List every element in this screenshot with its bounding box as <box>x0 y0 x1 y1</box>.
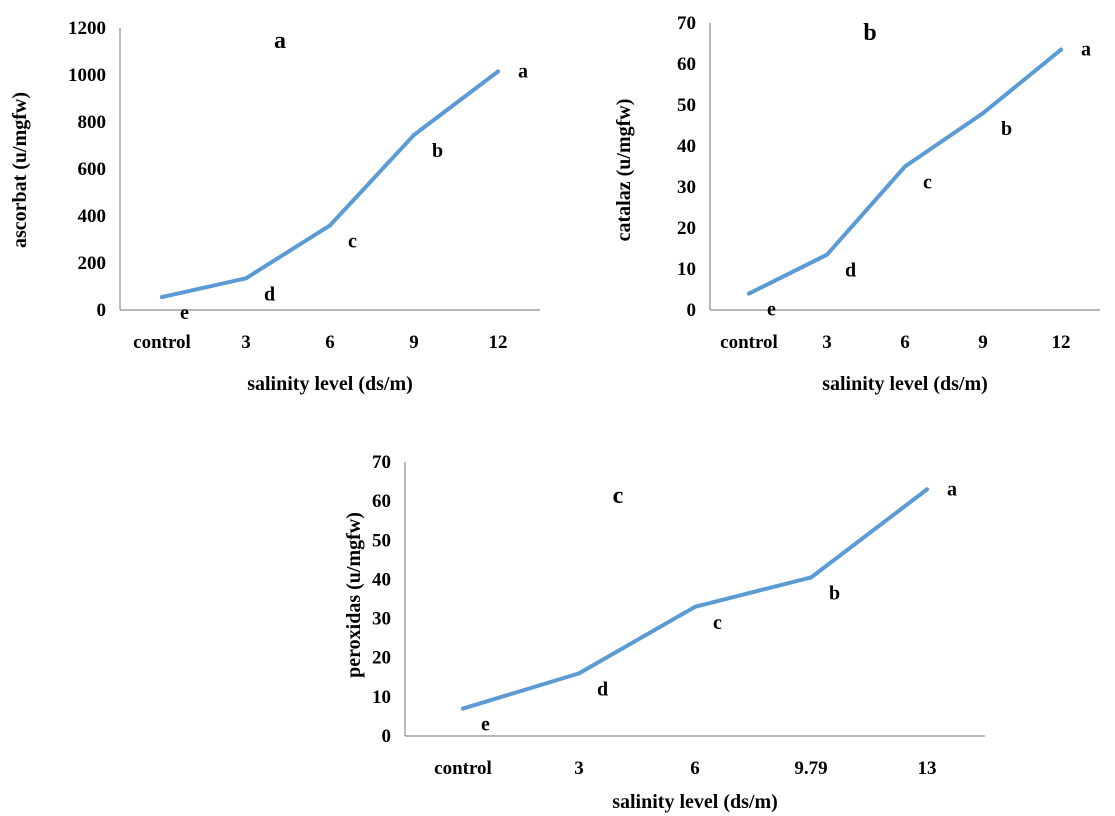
x-tick-label: 12 <box>1052 332 1071 353</box>
point-letter-label: a <box>1081 39 1091 61</box>
point-letter-label: b <box>829 582 840 604</box>
data-point <box>981 111 985 116</box>
x-axis-title: salinity level (ds/m) <box>612 791 778 813</box>
x-tick-label: 12 <box>489 332 508 353</box>
x-tick-label: 3 <box>574 758 584 779</box>
panel-title: c <box>613 483 624 509</box>
y-tick-label: 20 <box>372 648 391 669</box>
data-point <box>825 252 829 257</box>
x-tick-label: 9 <box>409 332 419 353</box>
y-tick-label: 30 <box>677 177 696 198</box>
y-tick-label: 70 <box>372 452 391 473</box>
y-tick-label: 50 <box>677 95 696 116</box>
x-tick-label: control <box>133 332 191 353</box>
y-tick-label: 70 <box>677 13 696 34</box>
y-axis-title: catalaz (u/mgfw) <box>613 99 635 242</box>
point-letter-label: c <box>923 172 932 194</box>
point-letter-label: b <box>1001 118 1012 140</box>
data-point <box>328 223 332 228</box>
y-tick-label: 30 <box>372 609 391 630</box>
point-letter-label: a <box>518 60 528 82</box>
x-tick-label: 3 <box>241 332 251 353</box>
data-point <box>1059 47 1063 52</box>
point-letter-label: a <box>947 478 957 500</box>
data-point <box>747 291 751 296</box>
x-tick-label: 13 <box>918 758 937 779</box>
y-tick-label: 0 <box>687 300 697 321</box>
data-point <box>693 604 697 609</box>
y-tick-label: 0 <box>382 726 392 747</box>
chart-peroxidas: 0 10 20 30 40 50 60 70 control 3 6 9.79 13 e d c b a c sali… <box>343 452 985 813</box>
x-axis-title: salinity level (ds/m) <box>822 373 988 395</box>
point-letter-label: b <box>432 140 443 162</box>
data-point <box>160 295 164 300</box>
y-axis-title: peroxidas (u/mgfw) <box>343 512 365 678</box>
data-point <box>244 276 248 281</box>
data-point <box>461 706 465 711</box>
series-line <box>160 69 500 300</box>
y-axis-title: ascorbat (u/mgfw) <box>9 92 31 248</box>
x-tick-label: 6 <box>900 332 910 353</box>
data-point <box>496 69 500 74</box>
data-point <box>809 575 813 580</box>
y-tick-label: 60 <box>677 54 696 75</box>
y-tick-label: 40 <box>372 569 391 590</box>
point-letter-label: d <box>845 260 856 282</box>
x-axis-title: salinity level (ds/m) <box>247 373 413 395</box>
y-tick-label: 600 <box>78 159 107 180</box>
y-tick-label: 200 <box>78 253 107 274</box>
y-tick-label: 20 <box>677 218 696 239</box>
y-tick-label: 10 <box>372 687 391 708</box>
y-tick-label: 800 <box>78 112 107 133</box>
chart-catalaz: 0 10 20 30 40 50 60 70 control 3 6 9 12 e d c b a b salinit… <box>613 13 1100 395</box>
x-tick-label: control <box>720 332 778 353</box>
data-point <box>577 671 581 676</box>
y-tick-label: 10 <box>677 259 696 280</box>
point-letter-label: e <box>180 302 189 324</box>
panel-title: a <box>274 28 286 54</box>
data-point <box>925 487 929 492</box>
y-tick-label: 50 <box>372 530 391 551</box>
y-tick-label: 60 <box>372 491 391 512</box>
point-letter-label: c <box>713 612 722 634</box>
point-letter-label: d <box>597 678 608 700</box>
x-tick-label: 6 <box>690 758 700 779</box>
y-tick-label: 1000 <box>68 65 106 86</box>
point-letter-label: e <box>767 299 776 321</box>
x-tick-label: 3 <box>822 332 832 353</box>
x-tick-label: 6 <box>325 332 335 353</box>
x-tick-label: control <box>434 758 492 779</box>
point-letter-label: d <box>264 283 275 305</box>
series-line <box>747 47 1063 296</box>
x-tick-label: 9 <box>978 332 988 353</box>
y-tick-label: 40 <box>677 136 696 157</box>
y-tick-label: 0 <box>97 300 107 321</box>
y-tick-label: 400 <box>78 206 107 227</box>
point-letter-label: e <box>481 714 490 736</box>
data-point <box>903 164 907 169</box>
point-letter-label: c <box>348 230 357 252</box>
x-tick-label: 9.79 <box>794 758 827 779</box>
series-line <box>461 487 929 711</box>
y-tick-label: 1200 <box>68 18 106 39</box>
data-point <box>412 132 416 137</box>
panel-title: b <box>863 20 876 46</box>
